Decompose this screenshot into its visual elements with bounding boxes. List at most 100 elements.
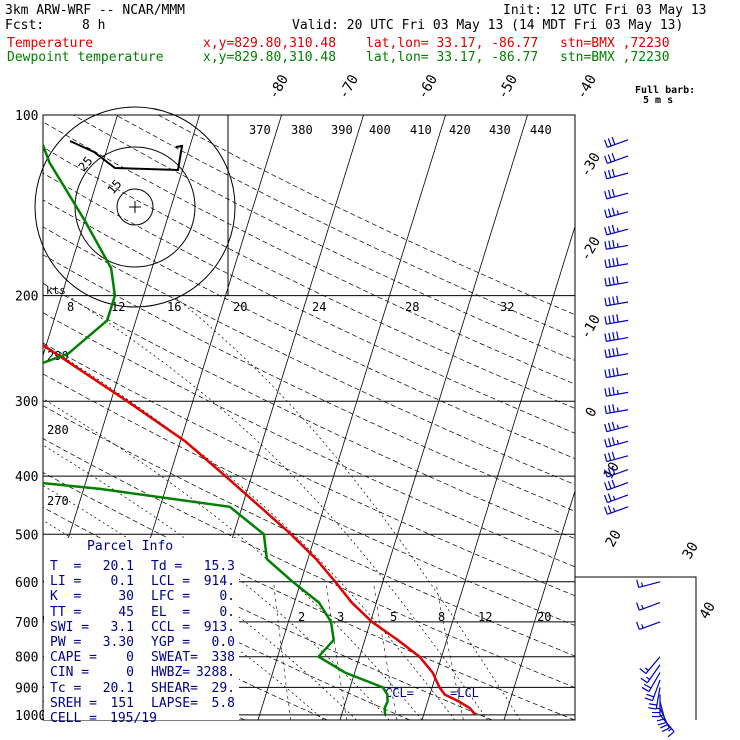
wind-barb-flag — [604, 369, 607, 378]
dry-adiabat — [43, 282, 575, 540]
wind-barb — [604, 314, 629, 325]
parcel-param-label: LCL = — [151, 574, 191, 590]
wind-barb-shaft — [645, 656, 661, 674]
isotherm-tick-label: -30 — [578, 150, 605, 180]
isotherm-line — [503, 489, 575, 720]
wind-barb — [604, 451, 629, 463]
wind-barb-flag — [611, 466, 616, 475]
dry-adiabat — [43, 121, 575, 385]
moist-adiabat — [67, 295, 488, 720]
mixing-ratio-line — [325, 581, 347, 720]
wind-barb-flag — [636, 579, 640, 588]
wind-barb — [604, 347, 629, 359]
parcel-param-value: 0. — [219, 604, 235, 620]
forecast-hour: 8 h — [82, 18, 106, 33]
wind-barb-shaft — [606, 172, 629, 180]
wind-barb — [604, 421, 629, 433]
wind-barb-flag — [607, 154, 612, 163]
parcel-param-value: 914. — [203, 574, 235, 590]
wind-barb-flag — [604, 453, 608, 462]
wind-barb — [604, 188, 629, 200]
wind-barb-flag — [604, 423, 608, 432]
wind-barb-flag — [604, 482, 608, 491]
wind-barb-flag — [604, 190, 608, 200]
wind-barb-flag — [612, 386, 615, 395]
wind-barb-half-flag — [646, 676, 651, 680]
wind-barb-flag — [607, 189, 612, 198]
wind-barb-flag — [607, 481, 612, 489]
temperature-location-xy: x,y=829.80,310.48 — [203, 36, 337, 51]
wind-barb — [636, 621, 661, 631]
parcel-param-value: 3.30 — [102, 635, 134, 650]
isotherm-tick-label: -80 — [266, 72, 293, 102]
sounding-profiles — [43, 141, 477, 716]
wind-barb-shaft — [606, 192, 629, 200]
isotherm-line — [257, 115, 446, 720]
parcel-param-label: SREH = — [50, 695, 97, 711]
hodograph-ring-label: 25 — [76, 154, 96, 174]
wind-barb-flag — [604, 241, 607, 250]
wind-barb-flag — [611, 188, 616, 197]
wind-barb-flag — [607, 438, 612, 447]
wind-barb-flag — [604, 316, 607, 325]
dry-adiabat — [43, 146, 575, 409]
parcel-param-value: 0 — [126, 665, 134, 681]
isotherm-line — [421, 225, 575, 720]
wind-barb-flag — [657, 722, 666, 726]
wind-barb-flag — [611, 152, 616, 161]
wind-barb — [604, 207, 629, 219]
wind-barb-shaft — [648, 672, 661, 692]
wind-barb-flag — [616, 347, 619, 356]
wind-barb-half-flag — [640, 582, 644, 587]
theta-label: 420 — [449, 123, 471, 137]
dry-adiabat — [157, 115, 575, 316]
parcel-info-box: Parcel Info T = 20.1 Td = 15.3 LI = 0.1 LCL = 9… — [44, 538, 239, 726]
wind-barb-half-flag — [616, 407, 619, 412]
wind-barb-flag — [604, 209, 608, 218]
wind-barb-flag — [636, 621, 640, 630]
parcel-param-value: 151 — [110, 695, 134, 711]
wind-barb-flag — [604, 170, 608, 179]
temperature-location-station: stn=BMX ,72230 — [560, 36, 670, 51]
theta-label: 390 — [331, 123, 353, 137]
pressure-tick-label: 1000 — [15, 709, 46, 724]
wind-barb-flag — [604, 333, 607, 342]
full-barb-value: 5 m s — [643, 95, 673, 106]
wind-barb-flag — [660, 724, 668, 729]
theta-label: 440 — [530, 123, 552, 137]
wind-barb-flag — [604, 405, 607, 414]
isotherm-tick-label: 40 — [697, 599, 719, 622]
wind-barb — [604, 404, 629, 415]
wind-barb-flag — [604, 349, 607, 358]
isotherm-tick-label: 20 — [603, 527, 625, 550]
wind-barb-flag — [611, 421, 616, 430]
isotherm-tick-label: 0 — [583, 405, 601, 420]
wind-barb-flag — [648, 707, 657, 710]
wind-barb-half-flag — [616, 424, 619, 429]
parcel-param-value: 20.1 — [102, 559, 134, 574]
legend-dewpoint: Dewpoint temperature — [7, 50, 164, 65]
parcel-param-value: 45 — [118, 604, 134, 620]
hodograph-inset: 25 15 — [34, 106, 236, 308]
parcel-cell-label: CELL = — [50, 711, 97, 726]
pressure-tick-label: 100 — [15, 109, 38, 124]
wind-barb-shaft — [607, 482, 629, 491]
wind-barb-half-flag — [616, 439, 619, 445]
parcel-info-title: Parcel Info — [87, 539, 174, 554]
valid-time: Valid: 20 UTC Fri 03 May 13 (14 MDT Fri … — [292, 18, 684, 33]
mixing-ratio-label: 3 — [337, 610, 344, 624]
wind-barb — [604, 479, 629, 491]
wind-barb-flag — [616, 275, 619, 285]
wind-barb-flag — [604, 469, 608, 478]
wind-barb-flag — [648, 703, 657, 706]
wind-barb-half-flag — [616, 210, 619, 215]
dry-adiabat — [43, 405, 575, 657]
wind-barb-shaft — [606, 244, 629, 250]
pressure-tick-label: 200 — [15, 290, 38, 305]
isotherm-tick-label: -50 — [495, 72, 522, 102]
wind-barb — [604, 466, 629, 478]
wind-barb-shaft — [606, 228, 629, 236]
parcel-param-label: LAPSE= — [151, 695, 198, 711]
wind-barb-flag — [611, 479, 616, 488]
temperature-location-latlon: lat,lon= 33.17, -86.77 — [366, 36, 539, 51]
